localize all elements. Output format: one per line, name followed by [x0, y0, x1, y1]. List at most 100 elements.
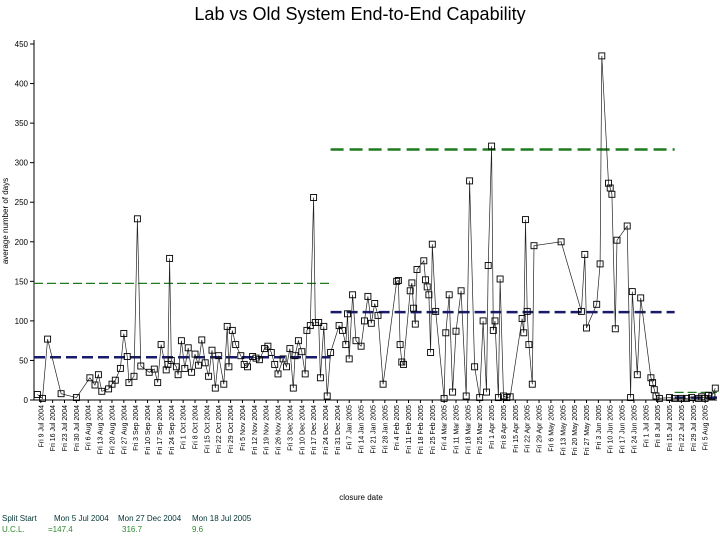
chart-title: Lab vs Old System End-to-End Capability: [194, 4, 526, 24]
x-tick-label: Fri 6 May 2005: [548, 405, 555, 452]
data-point: [208, 346, 216, 354]
x-tick-label: Fri 22 Apr 2005: [525, 405, 532, 453]
x-tick-label: Fri 22 Oct 2004: [216, 405, 223, 453]
data-point: [598, 52, 606, 60]
x-tick-label: Fri 1 Oct 2004: [181, 405, 188, 449]
data-point: [223, 322, 231, 330]
data-point: [86, 374, 94, 382]
x-tick-label: Fri 1 Apr 2005: [489, 405, 496, 449]
x-tick-label: Fri 24 Sep 2004: [169, 405, 176, 455]
x-tick-label: Fri 6 Aug 2004: [86, 405, 93, 451]
data-point: [181, 364, 189, 372]
data-point: [91, 381, 99, 389]
data-point: [425, 291, 433, 299]
data-point: [655, 394, 663, 402]
x-tick-label: Fri 4 Mar 2005: [442, 405, 449, 451]
x-tick-label: Fri 11 Mar 2005: [454, 405, 461, 454]
data-point: [344, 310, 351, 318]
data-point: [484, 262, 492, 269]
data-point: [581, 250, 589, 258]
x-tick-label: Fri 17 Dec 2004: [311, 405, 318, 455]
data-point: [310, 194, 318, 201]
x-tick-label: Fri 29 Apr 2005: [537, 405, 544, 453]
data-point: [411, 320, 419, 328]
x-tick-label: Fri 5 Aug 2005: [703, 405, 710, 451]
data-point: [671, 394, 679, 402]
ucl-label: U.C.L.: [2, 525, 25, 534]
data-point: [315, 319, 323, 326]
x-tick-label: Fri 13 Aug 2004: [98, 405, 105, 455]
data-point: [525, 341, 533, 349]
data-point: [157, 341, 165, 349]
data-point: [316, 374, 324, 382]
series-points: [33, 52, 719, 402]
data-point: [711, 384, 719, 392]
x-tick-label: Fri 23 Jul 2004: [62, 405, 69, 451]
x-tick-label: Fri 29 Oct 2004: [228, 405, 235, 453]
data-point: [627, 394, 635, 402]
x-tick-label: Fri 17 Jun 2005: [620, 405, 627, 454]
x-tick-label: Fri 24 Dec 2004: [323, 405, 330, 455]
x-tick-label: Fri 30 Jul 2004: [74, 405, 81, 451]
data-point: [647, 374, 655, 382]
data-point: [125, 379, 133, 387]
data-point: [530, 242, 538, 250]
x-tick-label: Fri 1 Jul 2005: [643, 405, 650, 448]
x-tick-label: Fri 27 May 2005: [584, 405, 591, 456]
x-tick-label: Fri 15 Jul 2005: [667, 405, 674, 451]
x-tick-label: Fri 26 Nov 2004: [276, 405, 283, 455]
x-tick-label: Fri 18 Mar 2005: [465, 405, 472, 455]
data-point: [379, 380, 387, 388]
data-point: [72, 394, 80, 402]
data-point: [228, 326, 236, 334]
data-point: [116, 364, 124, 372]
data-point: [174, 371, 182, 379]
x-tick-label: Fri 13 May 2005: [560, 405, 567, 456]
data-point: [94, 371, 102, 379]
data-point: [523, 307, 531, 315]
data-point: [111, 376, 119, 384]
x-tick-label: Fri 31 Dec 2004: [335, 405, 342, 455]
data-point: [211, 384, 219, 392]
x-tick-label: Fri 22 Jul 2005: [679, 405, 686, 451]
x-tick-label: Fri 9 Jul 2004: [38, 405, 45, 448]
data-point: [162, 366, 170, 374]
x-tick-label: Fri 11 Feb 2005: [406, 405, 413, 454]
data-point: [666, 394, 673, 402]
ucl-value-1: =147.4: [48, 525, 73, 534]
data-point: [298, 348, 306, 356]
data-point: [596, 260, 604, 268]
data-point: [423, 283, 431, 291]
data-point: [349, 291, 357, 299]
data-point: [432, 307, 440, 315]
data-point: [611, 325, 619, 333]
y-tick-label: 50: [19, 356, 28, 365]
y-tick-label: 100: [15, 317, 29, 326]
data-point: [286, 345, 294, 353]
x-tick-label: Fri 10 Dec 2004: [299, 405, 306, 455]
series-path: [37, 55, 716, 400]
data-point: [237, 352, 245, 360]
data-point: [283, 363, 290, 371]
data-point: [466, 177, 474, 185]
x-tick-label: Fri 5 Nov 2004: [240, 405, 247, 451]
data-point: [357, 342, 365, 350]
x-tick-label: Fri 17 Sep 2004: [157, 405, 164, 455]
data-point: [267, 349, 275, 356]
data-point: [150, 365, 158, 373]
data-point: [445, 291, 453, 299]
data-point: [491, 317, 499, 325]
data-point: [406, 287, 414, 295]
data-point: [683, 394, 690, 402]
data-point: [457, 287, 465, 295]
data-point: [442, 329, 450, 337]
data-point: [608, 190, 616, 198]
x-tick-label: Fri 10 Jun 2005: [608, 405, 615, 454]
data-point: [194, 361, 202, 369]
data-point: [255, 356, 263, 364]
data-point: [688, 394, 696, 402]
data-point: [289, 384, 297, 392]
data-point: [39, 394, 46, 402]
data-point: [394, 277, 402, 284]
